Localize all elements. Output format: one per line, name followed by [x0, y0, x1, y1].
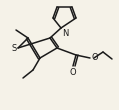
Text: O: O [91, 52, 98, 61]
Text: S: S [11, 43, 17, 52]
Text: N: N [62, 29, 68, 38]
Text: O: O [70, 68, 76, 77]
